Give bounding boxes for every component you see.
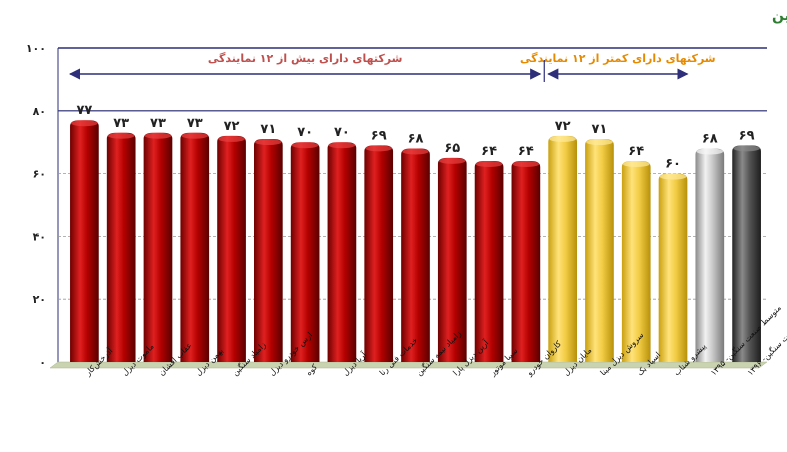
group-label-1: شرکتهای دارای کمتر از ۱۲ نمایندگی bbox=[520, 52, 716, 65]
group-label-0: شرکتهای دارای بیش از ۱۲ نمایندگی bbox=[208, 52, 403, 65]
value-label-0: ۷۷ bbox=[76, 103, 92, 118]
bar-top-15 bbox=[622, 161, 650, 168]
value-label-9: ۶۸ bbox=[408, 131, 424, 146]
bar-4 bbox=[217, 135, 246, 362]
bar-5 bbox=[253, 139, 283, 362]
bar-7 bbox=[327, 142, 357, 362]
bar-18 bbox=[732, 145, 761, 362]
y-tick-label: ۸۰ bbox=[33, 105, 46, 118]
bar-17 bbox=[695, 148, 725, 362]
bar-top-4 bbox=[218, 135, 245, 142]
value-label-1: ۷۳ bbox=[113, 116, 129, 131]
bar-11 bbox=[474, 161, 504, 362]
bar-top-18 bbox=[733, 145, 760, 152]
bar-top-1 bbox=[107, 132, 135, 139]
bars bbox=[70, 120, 761, 362]
value-label-6: ۷۰ bbox=[297, 125, 313, 140]
value-label-4: ۷۲ bbox=[224, 119, 240, 134]
bar-8 bbox=[364, 145, 394, 362]
bar-top-8 bbox=[365, 145, 393, 152]
bar-9 bbox=[401, 148, 430, 362]
title-part-3: – خودروهای سنگین bbox=[772, 7, 787, 24]
value-label-18: ۶۹ bbox=[739, 128, 755, 143]
bar-top-0 bbox=[71, 120, 98, 127]
value-label-15: ۶۴ bbox=[628, 144, 644, 159]
value-label-8: ۶۹ bbox=[371, 128, 387, 143]
bar-top-17 bbox=[696, 148, 724, 155]
bar-top-7 bbox=[328, 142, 356, 149]
y-tick-label: ۲۰ bbox=[33, 293, 46, 306]
bar-12 bbox=[511, 161, 541, 362]
value-label-14: ۷۱ bbox=[592, 122, 608, 137]
chart-title: مقایسه امتیاز نتایج تلفیقی رضایتمندی مشت… bbox=[772, 7, 787, 24]
bar-10 bbox=[437, 157, 467, 362]
y-tick-label: ۶۰ bbox=[33, 168, 46, 181]
value-label-5: ۷۱ bbox=[260, 122, 276, 137]
bar-top-12 bbox=[512, 161, 540, 168]
bar-2 bbox=[143, 132, 173, 362]
value-label-16: ۶۰ bbox=[665, 157, 681, 172]
bar-top-3 bbox=[181, 132, 209, 139]
bar-top-10 bbox=[438, 157, 466, 164]
bar-16 bbox=[658, 173, 688, 362]
value-label-12: ۶۴ bbox=[518, 144, 534, 159]
value-labels: ۷۷ ۷۳ ۷۳ ۷۳ ۷۲ ۷۱ ۷۰ ۷۰ ۶۹ ۶۸ ۶۵ ۶۴ ۶۴ ۷۲ ۷۱ ۶۴ ۶۰ ۶۸ ۶۹ bbox=[76, 103, 754, 171]
bar-0 bbox=[70, 120, 99, 362]
y-tick-label: ۰ bbox=[39, 356, 46, 369]
bar-6 bbox=[290, 142, 320, 362]
bar-top-16 bbox=[659, 173, 687, 180]
bar-3 bbox=[180, 132, 210, 362]
y-axis: ۰ ۲۰ ۴۰ ۶۰ ۸۰ ۱۰۰ bbox=[26, 42, 46, 369]
y-tick-label: ۱۰۰ bbox=[26, 42, 46, 55]
value-label-10: ۶۵ bbox=[444, 141, 460, 156]
bar-top-9 bbox=[402, 148, 429, 155]
floor-plane bbox=[49, 361, 768, 369]
value-label-7: ۷۰ bbox=[334, 125, 350, 140]
bar-top-13 bbox=[549, 135, 577, 142]
bar-13 bbox=[548, 135, 578, 362]
value-label-17: ۶۸ bbox=[702, 131, 718, 146]
bar-1 bbox=[106, 132, 136, 362]
bar-top-5 bbox=[254, 139, 282, 146]
value-label-2: ۷۳ bbox=[150, 116, 166, 131]
y-tick-label: ۴۰ bbox=[33, 230, 46, 243]
bar-14 bbox=[585, 139, 614, 362]
chart-floor bbox=[49, 361, 768, 369]
bar-top-11 bbox=[475, 161, 503, 168]
plot-frame bbox=[57, 47, 767, 362]
group-annotations: شرکتهای دارای بیش از ۱۲ نمایندگی شرکتهای … bbox=[68, 52, 716, 82]
bar-top-2 bbox=[144, 132, 172, 139]
bar-15 bbox=[621, 161, 651, 362]
value-label-3: ۷۳ bbox=[187, 116, 203, 131]
bar-top-14 bbox=[586, 139, 613, 146]
bar-top-6 bbox=[291, 142, 319, 149]
value-label-11: ۶۴ bbox=[481, 144, 497, 159]
value-label-13: ۷۲ bbox=[555, 119, 571, 134]
